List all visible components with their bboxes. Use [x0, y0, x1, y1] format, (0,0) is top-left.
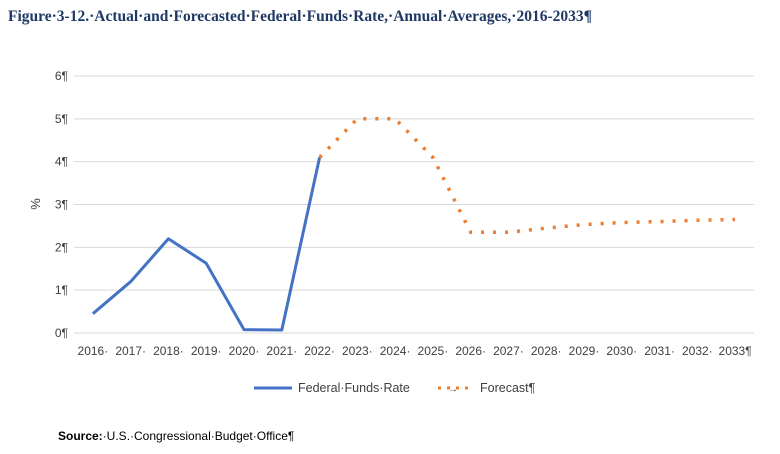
x-tick-label: 2029·	[569, 344, 600, 358]
chart: 0¶ 1¶ 2¶ 3¶ 4¶ 5¶ 6¶ 2016· 2017· 2018· 2019· 2020·…	[28, 69, 754, 395]
actual-series-line	[91, 157, 322, 332]
x-tick-label: 2023·	[342, 344, 373, 358]
x-tick-label: 2022·	[304, 344, 335, 358]
legend-label-forecast: Forecast¶	[480, 381, 536, 395]
y-tick-label: 0¶	[55, 326, 68, 340]
x-tick-labels: 2016· 2017· 2018· 2019· 2020· 2021· 2022· 2023·…	[78, 344, 752, 358]
x-tick-label: 2026·	[455, 344, 486, 358]
x-tick-label: 2024·	[380, 344, 411, 358]
x-tick-label: 2032·	[682, 344, 713, 358]
x-tick-label: 2030·	[606, 344, 637, 358]
x-tick-label: 2025·	[418, 344, 449, 358]
x-tick-label: 2018·	[153, 344, 184, 358]
legend: Federal·Funds·Rate → Forecast¶	[254, 381, 536, 395]
y-tick-label: 4¶	[55, 155, 68, 169]
x-tick-label: 2027·	[493, 344, 524, 358]
x-tick-label: 2021·	[266, 344, 297, 358]
x-tick-label: 2017·	[115, 344, 146, 358]
y-tick-labels: 0¶ 1¶ 2¶ 3¶ 4¶ 5¶ 6¶	[55, 69, 68, 340]
x-tick-label: 2028·	[531, 344, 562, 358]
y-tick-label: 1¶	[55, 283, 68, 297]
x-tick-label: 2031·	[644, 344, 675, 358]
y-tick-label: 5¶	[55, 112, 68, 126]
y-axis-label: %	[28, 198, 43, 210]
forecast-series-line	[318, 117, 736, 235]
x-tick-label: 2020·	[229, 344, 260, 358]
source-label: Source:	[58, 429, 103, 443]
legend-tab-marker: →	[448, 384, 458, 395]
series-lines	[91, 117, 736, 332]
y-tick-label: 3¶	[55, 198, 68, 212]
legend-label-actual: Federal·Funds·Rate	[298, 381, 410, 395]
figure-title: Figure·3-12.·Actual·and·Forecasted·Feder…	[8, 8, 593, 25]
source-note: Source:·U.S.·Congressional·Budget·Office…	[58, 429, 294, 443]
gridlines	[74, 75, 754, 334]
x-tick-label: 2033¶	[719, 344, 752, 358]
x-tick-label: 2016·	[78, 344, 109, 358]
source-text: ·U.S.·Congressional·Budget·Office¶	[102, 429, 295, 443]
x-tick-label: 2019·	[191, 344, 222, 358]
y-tick-label: 6¶	[55, 69, 68, 83]
y-tick-label: 2¶	[55, 240, 68, 254]
